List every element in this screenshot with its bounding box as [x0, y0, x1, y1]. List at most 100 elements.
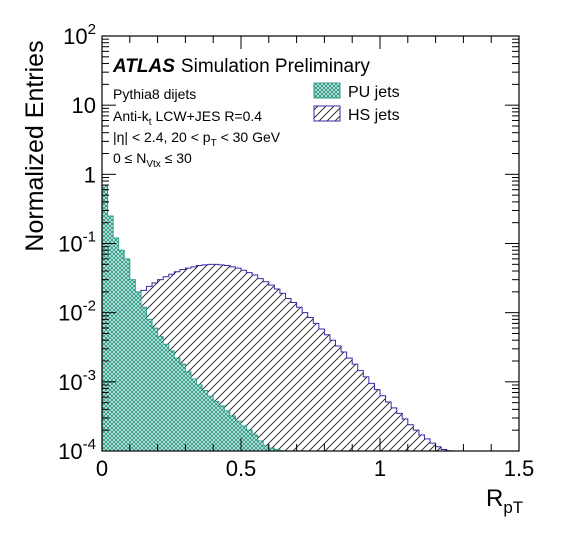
hs-jets-bar-43 [341, 351, 347, 451]
y-tick-label-base-4: 1 [84, 162, 96, 187]
hs-jets-bar-22 [224, 265, 230, 451]
hs-jets-bar-38 [313, 323, 319, 451]
legend-entry-pu: PU jets [313, 82, 400, 101]
y-tick-label-base-1: 10 [58, 370, 82, 395]
pu-jets-bar-15 [185, 371, 191, 451]
y-tick-label-exp-2: -2 [83, 298, 96, 315]
hs-jets-bar-59 [430, 443, 436, 451]
pu-jets-outline [102, 184, 297, 451]
pu-jets-bar-31 [274, 449, 280, 451]
pu-jets-bar-12 [168, 350, 175, 451]
x-tick-label-0: 0 [96, 456, 108, 481]
y-tick-label-base-3: 10 [58, 232, 82, 257]
x-tick-label-1: 0.5 [226, 456, 257, 481]
pu-jets-bar-28 [257, 440, 264, 451]
pu-jets-bar-23 [229, 416, 236, 451]
y-tick-label-base-6: 10 [63, 24, 87, 49]
hs-jets-bar-58 [424, 438, 431, 451]
hs-jets-outline [102, 263, 519, 451]
pu-jets-bar-13 [174, 358, 180, 451]
y-tick-label-exp-3: -1 [83, 229, 96, 246]
pu-jets-bar-9 [152, 328, 158, 451]
y-tick-label-base-5: 10 [72, 93, 96, 118]
y-tick-label-base-0: 10 [58, 439, 82, 464]
hs-jets-bar-19 [207, 264, 214, 451]
hs-jets-bar-39 [318, 329, 325, 451]
hs-jets-bar-48 [368, 383, 375, 451]
hs-jets-bar-28 [257, 278, 264, 451]
hs-jets-bar-14 [179, 269, 186, 451]
hs-jets-bar-32 [279, 293, 286, 451]
simulation-status: Simulation Preliminary [181, 56, 371, 77]
hs-jets-bar-31 [274, 288, 280, 451]
atlas-label: ATLAS Simulation Preliminary [112, 56, 370, 77]
legend-label-pu: PU jets [348, 84, 400, 101]
y-tick-label-exp-1: -3 [83, 367, 96, 384]
atlas-logo-text: ATLAS [112, 56, 175, 77]
hs-jets-bar-47 [363, 376, 369, 451]
pu-jets-bar-29 [263, 445, 269, 451]
hs-jets-bar-50 [380, 395, 386, 451]
y-tick-label-6: 102 [63, 21, 96, 49]
hs-jets-bar-24 [235, 268, 241, 451]
pu-jets-bar-1 [107, 215, 114, 451]
pu-jets-bar-16 [190, 378, 197, 451]
y-tick-label-4: 1 [84, 162, 96, 187]
hs-jets-bar-29 [263, 281, 269, 451]
hs-jets-bar-51 [385, 402, 392, 451]
y-tick-label-base-2: 10 [58, 301, 82, 326]
hs-jets-bar-36 [302, 312, 308, 451]
x-tick-labels: 0 0.5 1 1.5 [96, 456, 534, 481]
pu-jets-bar-18 [202, 390, 208, 451]
pu-jets-bar-5 [129, 279, 136, 451]
legend: PU jets HS jets [313, 82, 400, 124]
pu-jets-bar-22 [224, 410, 230, 451]
hs-jets-bar-42 [335, 345, 342, 451]
hs-jets-bar-23 [229, 266, 236, 451]
pu-jets-bar-0 [102, 185, 108, 451]
legend-label-hs: HS jets [348, 107, 400, 124]
y-axis-label: Normalized Entries [21, 40, 49, 251]
hs-jets-bar-18 [202, 264, 208, 451]
hs-jets-bar-20 [213, 264, 219, 451]
pu-jets-bar-8 [146, 319, 153, 451]
y-tick-label-exp-0: -4 [83, 436, 96, 453]
hs-jets-bar-37 [307, 317, 314, 451]
pu-jets-series [102, 184, 297, 451]
hs-jets-bar-26 [246, 272, 253, 451]
hs-jets-bar-53 [396, 413, 403, 451]
info-line-sample: Pythia8 dijets [113, 86, 196, 102]
pu-jets-bar-3 [118, 250, 125, 451]
x-axis-label-main: R [486, 485, 503, 512]
legend-entry-hs: HS jets [313, 105, 400, 124]
legend-swatch-hs [313, 105, 341, 122]
hs-jets-bar-49 [374, 389, 380, 451]
hs-jets-bar-54 [402, 419, 408, 451]
x-tick-label-3: 1.5 [504, 456, 535, 481]
hs-jets-bar-60 [435, 446, 442, 451]
hs-jets-bar-52 [391, 407, 397, 451]
info-line-algorithm: Anti-kt LCW+JES R=0.4 [113, 108, 262, 128]
hs-jets-bar-16 [190, 266, 197, 451]
pu-jets-bar-20 [213, 401, 219, 451]
pu-jets-bar-25 [241, 425, 247, 451]
pu-jets-bar-7 [140, 307, 147, 451]
hs-jets-bar-17 [196, 265, 203, 451]
y-tick-label-0: 10-4 [58, 436, 96, 464]
hs-jets-bar-57 [418, 435, 425, 451]
hs-jets-bar-44 [346, 358, 353, 451]
pu-jets-bar-11 [163, 344, 169, 451]
hs-jets-bar-33 [285, 298, 292, 451]
pu-jets-bar-4 [124, 258, 130, 451]
axis-ticks [101, 35, 520, 452]
pu-jets-bar-19 [207, 396, 214, 451]
pu-jets-bar-27 [252, 435, 258, 451]
hs-jets-bar-15 [185, 268, 191, 451]
x-tick-label-2: 1 [374, 456, 386, 481]
hs-jets-bar-34 [291, 302, 297, 451]
pu-jets-bar-17 [196, 384, 203, 451]
x-axis-label: RpT [486, 485, 523, 517]
hs-jets-bar-35 [296, 307, 303, 451]
